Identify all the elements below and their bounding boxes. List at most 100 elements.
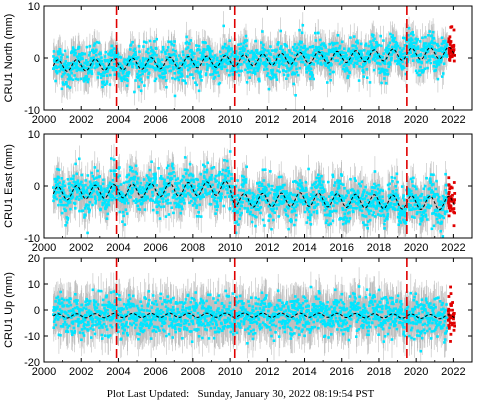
observation-point xyxy=(139,89,143,93)
observation-point xyxy=(131,190,135,193)
observation-point xyxy=(194,302,198,305)
observation-point xyxy=(101,82,104,85)
observation-point xyxy=(420,69,424,72)
observation-point xyxy=(100,73,103,76)
observation-point xyxy=(387,187,391,191)
observation-point xyxy=(368,59,371,63)
observation-point xyxy=(296,298,300,301)
observation-point xyxy=(296,300,299,304)
observation-point xyxy=(192,64,195,68)
observation-point xyxy=(294,295,297,298)
observation-point xyxy=(290,300,294,303)
observation-point xyxy=(302,295,305,298)
observation-point xyxy=(179,211,183,215)
observation-point xyxy=(443,197,447,200)
observation-point xyxy=(159,312,163,315)
observation-point xyxy=(286,318,289,321)
observation-point xyxy=(251,71,254,74)
observation-point xyxy=(134,79,137,82)
observation-point xyxy=(151,317,155,321)
observation-point xyxy=(91,320,94,324)
plot-area xyxy=(52,267,456,362)
observation-point xyxy=(265,62,269,66)
observation-point xyxy=(441,50,444,54)
observation-point xyxy=(196,188,200,191)
observation-point xyxy=(86,329,90,332)
observation-point xyxy=(332,197,335,201)
observation-point xyxy=(163,178,166,182)
observation-point xyxy=(397,223,400,226)
observation-point xyxy=(68,199,71,202)
observation-point xyxy=(423,196,426,199)
observation-point xyxy=(258,79,261,83)
observation-point xyxy=(344,221,348,225)
observation-point xyxy=(398,59,401,63)
observation-point xyxy=(378,189,381,193)
observation-point xyxy=(271,315,274,318)
chart-panel: 2000 2002 2004 2006 2008 2010 2012 2014 2016 2018… xyxy=(3,253,473,378)
observation-point xyxy=(104,50,107,54)
observation-point xyxy=(205,328,209,332)
observation-point xyxy=(106,328,109,331)
observation-point xyxy=(74,162,77,166)
observation-point xyxy=(257,52,260,55)
observation-point xyxy=(308,216,312,219)
observation-point xyxy=(356,318,360,322)
observation-point xyxy=(414,41,418,45)
observation-point xyxy=(343,47,346,50)
observation-point xyxy=(53,306,56,309)
observation-point xyxy=(194,63,198,66)
observation-point xyxy=(307,309,310,313)
observation-point xyxy=(268,213,272,217)
observation-point xyxy=(181,184,185,187)
observation-point xyxy=(175,58,179,61)
observation-point xyxy=(62,189,65,192)
observation-point xyxy=(185,47,188,51)
observation-point xyxy=(341,301,344,304)
observation-point xyxy=(273,211,276,214)
observation-point xyxy=(117,72,121,76)
observation-point xyxy=(419,194,423,198)
observation-point xyxy=(122,307,125,311)
recent-point xyxy=(447,196,451,200)
observation-point xyxy=(376,61,380,65)
observation-point xyxy=(189,62,192,66)
recent-point xyxy=(451,193,454,197)
observation-point xyxy=(370,43,373,46)
observation-point xyxy=(340,40,344,44)
observation-point xyxy=(204,73,208,77)
observation-point xyxy=(375,207,378,210)
observation-point xyxy=(220,60,223,64)
observation-point xyxy=(264,186,268,190)
observation-point xyxy=(62,323,65,326)
observation-point xyxy=(428,30,432,33)
observation-point xyxy=(316,305,319,308)
observation-point xyxy=(436,193,439,197)
observation-point xyxy=(179,75,182,78)
observation-point xyxy=(435,64,439,67)
observation-point xyxy=(144,315,148,319)
observation-point xyxy=(281,184,285,187)
observation-point xyxy=(393,176,397,180)
observation-point xyxy=(336,179,339,182)
observation-point xyxy=(365,288,369,291)
observation-point xyxy=(103,83,107,86)
observation-point xyxy=(184,298,188,301)
observation-point xyxy=(416,59,419,62)
observation-point xyxy=(293,72,296,76)
observation-point xyxy=(159,317,162,320)
observation-point xyxy=(71,322,75,325)
observation-point xyxy=(304,321,308,324)
observation-point xyxy=(146,197,149,200)
observation-point xyxy=(329,222,332,225)
observation-point xyxy=(102,192,106,196)
observation-point xyxy=(285,312,289,316)
observation-point xyxy=(225,46,228,50)
observation-point xyxy=(318,177,322,180)
observation-point xyxy=(445,55,448,58)
x-tick-label: 2020 xyxy=(404,242,428,254)
observation-point xyxy=(354,191,357,195)
observation-points xyxy=(52,150,449,238)
observation-point xyxy=(301,307,305,310)
observation-point xyxy=(362,214,366,218)
